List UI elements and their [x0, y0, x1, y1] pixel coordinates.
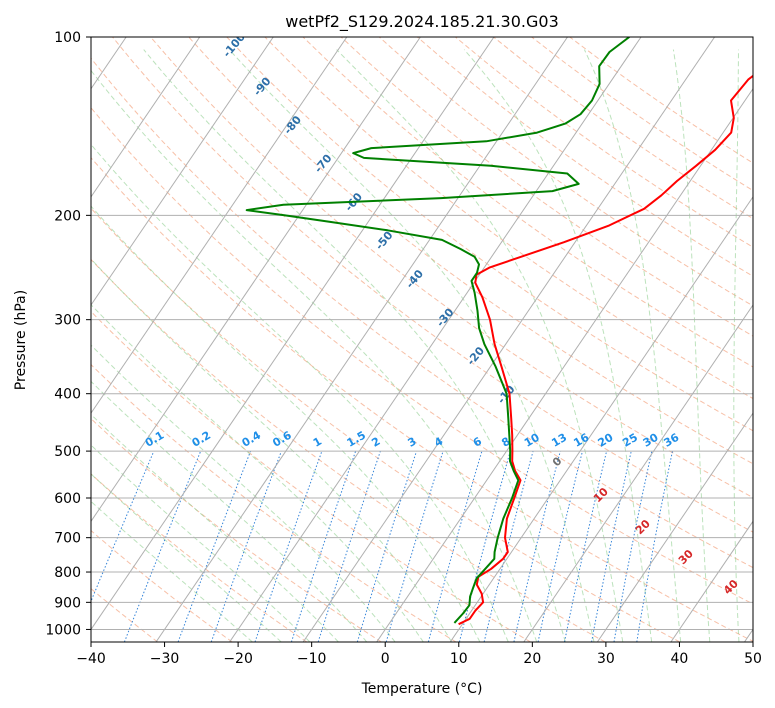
x-tick-label: 50 — [744, 651, 762, 667]
dry-adiabat-line — [91, 473, 308, 642]
isotherm-line — [91, 37, 495, 631]
dry-adiabat-line — [226, 37, 753, 432]
y-tick-label: 800 — [54, 565, 81, 581]
x-tick-label: 0 — [381, 651, 390, 667]
moist-adiabat-line — [463, 49, 653, 642]
dry-adiabat-line — [91, 588, 158, 642]
moist-adiabat-line — [91, 444, 311, 642]
x-tick-label: −40 — [76, 651, 106, 667]
isotherm-line — [91, 37, 421, 523]
x-tick-label: 30 — [597, 651, 615, 667]
isotherm-line — [155, 37, 568, 642]
dry-adiabat-line — [91, 107, 753, 605]
y-tick-label: 100 — [54, 30, 81, 46]
mixing-ratio-line — [427, 450, 483, 642]
moist-adiabat-line — [91, 143, 509, 642]
mixing-ratio-line — [254, 450, 323, 642]
y-tick-label: 900 — [54, 595, 81, 611]
y-tick-label: 200 — [54, 208, 81, 224]
moist-adiabat-line — [143, 49, 566, 642]
mixing-ratio-line — [385, 450, 444, 642]
mixing-ratio-line — [537, 450, 583, 642]
moist-adiabat-line — [91, 69, 538, 642]
plot-background-lines — [91, 37, 753, 642]
mixing-ratio-line — [210, 450, 282, 642]
y-tick-label: 600 — [54, 491, 81, 507]
y-tick-label: 300 — [54, 313, 81, 329]
profile-series — [245, 37, 753, 626]
dry-adiabat-line — [91, 310, 531, 642]
dry-adiabat-line — [112, 37, 753, 533]
mixing-ratio-line — [356, 450, 417, 642]
moist-adiabat-line — [91, 303, 424, 642]
mixing-ratio-line — [591, 450, 632, 642]
moist-adiabat-line — [672, 49, 711, 642]
dry-adiabat-line — [150, 37, 753, 499]
dry-adiabat-line — [91, 417, 382, 642]
y-tick-label: 700 — [54, 531, 81, 547]
mixing-ratio-line — [290, 450, 357, 642]
x-tick-label: 10 — [450, 651, 468, 667]
isotherm-line — [523, 304, 753, 642]
mixing-ratio-line — [91, 450, 155, 603]
x-axis-label: Temperature (°C) — [361, 681, 483, 697]
isotherm-line — [596, 412, 753, 642]
x-tick-label: 40 — [671, 651, 689, 667]
plot-frame — [90, 36, 754, 643]
x-tick-label: −20 — [223, 651, 253, 667]
isotherm-line — [91, 37, 201, 198]
axes: −40 −30 −20 −10 0 10 20 30 40 50 1000 900 800 700 600 5… — [45, 30, 762, 667]
moist-adiabat-line — [733, 49, 740, 642]
y-tick-label: 400 — [54, 387, 81, 403]
mixing-ratio-line — [317, 450, 381, 642]
moist-adiabat-line — [91, 473, 282, 642]
isotherm-line — [449, 195, 753, 642]
mixing-ratio-line — [177, 450, 252, 642]
moist-adiabat-line — [583, 49, 682, 642]
isotherm-line — [302, 37, 716, 642]
dry-adiabat-line — [264, 37, 753, 400]
isotherm-line — [91, 37, 274, 306]
dry-adiabat-line — [91, 258, 606, 642]
mixing-ratio-line — [564, 450, 608, 642]
dry-adiabat-line — [302, 37, 753, 368]
moist-adiabat-line — [228, 49, 595, 642]
dry-adiabat-line — [91, 363, 457, 642]
moist-adiabat-line — [91, 205, 481, 642]
mixing-ratio-line — [513, 450, 561, 642]
mixing-ratio-line — [458, 450, 511, 642]
x-tick-label: −30 — [150, 651, 180, 667]
x-tick-label: 20 — [523, 651, 541, 667]
y-tick-label: 500 — [54, 444, 81, 460]
moist-adiabat-line — [91, 413, 339, 642]
moist-adiabat-line — [336, 49, 624, 642]
moist-adiabat-line — [91, 258, 453, 642]
temperature-profile-line — [458, 74, 753, 626]
x-tick-label: −10 — [297, 651, 327, 667]
y-tick-label: 1000 — [45, 622, 81, 638]
y-axis-label: Pressure (hPa) — [13, 290, 29, 390]
moist-adiabat-line — [91, 380, 368, 642]
isotherm-line — [376, 87, 753, 642]
dewpoint-profile-line — [245, 37, 630, 624]
chart-title: wetPf2_S129.2024.185.21.30.G03 — [285, 12, 559, 32]
isotherm-line — [91, 37, 348, 415]
dry-adiabat-line — [378, 37, 753, 307]
isotherm-line — [670, 520, 753, 642]
isotherm-line — [229, 37, 642, 642]
